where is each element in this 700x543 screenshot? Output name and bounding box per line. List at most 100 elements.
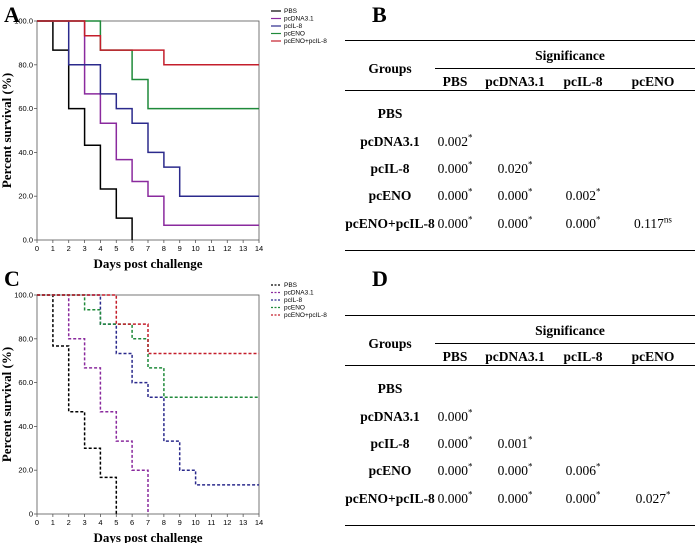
x-tick-label: 9	[178, 244, 182, 253]
p-value: 0.000	[497, 491, 528, 506]
p-value: 0.000	[497, 463, 528, 478]
x-axis-label: Days post challenge	[93, 256, 202, 271]
panel-label-c: C	[4, 266, 20, 291]
p-value: 0.002	[437, 134, 468, 149]
p-value: 0.001	[497, 436, 528, 451]
p-value: 0.000	[437, 188, 468, 203]
p-value: 0.000	[497, 216, 528, 231]
p-value: 0.000	[437, 491, 468, 506]
significance-marker: *	[527, 214, 533, 225]
p-value: 0.027	[635, 491, 666, 506]
column-header: pcDNA3.1	[485, 349, 545, 364]
significance-marker: *	[467, 489, 473, 500]
table-bottom-rule	[345, 250, 695, 251]
significance-marker: *	[467, 159, 473, 170]
significance-marker: *	[527, 186, 533, 197]
p-value-cell: 0.000*	[438, 215, 473, 232]
series-line-pbs	[37, 20, 133, 240]
y-axis-label: Percent survival (%)	[0, 73, 14, 188]
groups-header: Groups	[368, 336, 412, 351]
column-header: pcDNA3.1	[485, 74, 545, 89]
row-group-label: PBS	[377, 106, 403, 121]
p-value-cell: 0.117ns	[634, 214, 672, 232]
legend-label: pcENO+pcIL-8	[284, 38, 327, 45]
x-tick-label: 9	[178, 518, 182, 527]
x-tick-label: 7	[146, 518, 150, 527]
x-tick-label: 5	[114, 518, 118, 527]
x-tick-label: 13	[239, 518, 247, 527]
p-value: 0.002	[565, 188, 596, 203]
p-value-cell: 0.000*	[437, 159, 473, 177]
x-tick-label: 4	[98, 518, 102, 527]
y-tick-label: 40.0	[18, 148, 33, 157]
series-line-pceno-pcil-8	[37, 20, 259, 66]
significance-marker: *	[527, 489, 533, 500]
panel-label-d: D	[372, 266, 388, 291]
p-value: 0.020	[497, 161, 528, 176]
x-tick-label: 3	[82, 518, 86, 527]
significance-marker: *	[527, 159, 533, 170]
x-tick-label: 12	[223, 244, 231, 253]
legend-label: PBS	[284, 8, 298, 15]
p-value-cell: 0.000*	[437, 408, 473, 425]
p-value-cell: 0.006*	[565, 461, 601, 479]
row-group-label: pcDNA3.1	[360, 134, 420, 149]
panel-label-a: A	[4, 2, 20, 27]
y-tick-label: 0	[29, 510, 33, 519]
p-value: 0.000	[437, 161, 468, 176]
row-group-label: pcENO	[368, 188, 412, 203]
p-value-cell: 0.000*	[497, 462, 533, 479]
x-tick-label: 10	[191, 518, 199, 527]
column-header: pcIL-8	[563, 74, 603, 89]
p-value-cell: 0.000*	[437, 434, 473, 452]
panel-label-b: B	[372, 2, 387, 27]
p-value: 0.006	[565, 463, 596, 478]
x-tick-label: 14	[255, 244, 263, 253]
x-tick-label: 11	[208, 244, 216, 253]
series-line-pbs	[37, 294, 118, 514]
significance-header: Significance	[535, 323, 605, 338]
significance-marker: *	[467, 132, 473, 143]
p-value: 0.000	[437, 409, 468, 424]
significance-marker: *	[467, 186, 473, 197]
table-top-rule	[345, 315, 695, 316]
x-tick-label: 14	[255, 518, 263, 527]
significance-marker: *	[467, 461, 473, 472]
x-tick-label: 2	[67, 518, 71, 527]
column-header: pcENO	[631, 74, 675, 89]
p-value-cell: 0.000*	[566, 489, 601, 507]
y-tick-label: 100.0	[14, 17, 33, 26]
row-group-label: pcENO	[368, 463, 412, 478]
significance-marker: *	[595, 489, 601, 500]
significance-marker: *	[467, 434, 473, 445]
significance-marker: *	[595, 461, 601, 472]
x-tick-label: 5	[114, 244, 118, 253]
column-header: pcENO	[631, 349, 675, 364]
p-value-cell: 0.027*	[635, 489, 671, 507]
y-tick-label: 20.0	[18, 466, 33, 475]
x-tick-label: 6	[130, 518, 134, 527]
x-tick-label: 1	[51, 518, 55, 527]
p-value: 0.000	[437, 463, 468, 478]
x-tick-label: 10	[191, 244, 199, 253]
significance-marker: *	[665, 489, 671, 500]
series-line-pceno	[37, 294, 259, 399]
y-tick-label: 60.0	[18, 378, 33, 387]
x-tick-label: 4	[98, 244, 102, 253]
x-tick-label: 8	[162, 518, 166, 527]
significance-marker: ns	[663, 214, 672, 225]
legend-label: pcENO	[284, 305, 305, 312]
x-tick-label: 1	[51, 244, 55, 253]
y-tick-label: 80.0	[18, 60, 33, 69]
legend-label: pcIL-8	[284, 297, 302, 304]
table-top-rule	[345, 40, 695, 41]
series-line-pceno-pcil-8	[37, 294, 259, 355]
row-group-label: pcENO+pcIL-8	[345, 216, 435, 231]
y-tick-label: 100.0	[14, 291, 33, 300]
y-tick-label: 80.0	[18, 334, 33, 343]
p-value-cell: 0.020*	[497, 159, 533, 177]
significance-marker: *	[595, 186, 601, 197]
p-value: 0.000	[437, 436, 468, 451]
